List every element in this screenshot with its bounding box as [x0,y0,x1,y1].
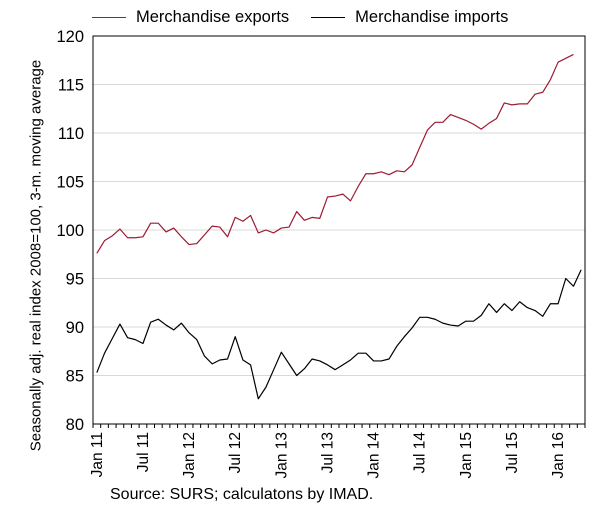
x-tick-label: Jan 12 [181,432,198,479]
x-tick-label: Jan 14 [366,432,383,479]
legend-swatch-exports [92,17,126,18]
legend-swatch-imports [311,17,346,18]
source-note: Source: SURS; calculatons by IMAD. [110,486,374,503]
x-tick-label: Jan 11 [89,432,106,477]
legend-item-imports: Merchandise imports [311,8,508,27]
y-tick-label: 115 [58,77,84,95]
legend-item-exports: Merchandise exports [92,8,289,27]
x-tick-label: Jul 11 [135,432,152,472]
y-tick-label: 95 [66,271,84,289]
x-tick-label: Jul 13 [319,432,336,473]
legend: Merchandise exports Merchandise imports [92,8,530,27]
legend-label-imports: Merchandise imports [355,8,509,26]
series-line-exports [96,53,574,254]
y-tick-label: 80 [66,416,84,434]
x-tick-label: Jul 12 [227,432,244,473]
x-tick-label: Jan 15 [458,432,475,479]
y-axis: 80 85 90 95 100 105 110 115 120 [56,28,84,434]
legend-label-exports: Merchandise exports [136,8,290,26]
x-tick-label: Jul 14 [412,432,429,474]
x-tick-label: Jul 15 [504,432,521,473]
y-tick-label: 120 [56,28,84,46]
y-tick-label: 110 [58,125,84,143]
series-lines [96,53,582,400]
y-tick-label: 90 [66,319,84,337]
y-tick-label: 85 [66,368,84,386]
x-tick-label: Jan 13 [273,432,290,479]
y-tick-label: 105 [56,174,84,192]
series-line-imports [96,269,582,400]
y-tick-label: 100 [56,222,84,240]
x-axis: Jan 11 Jul 11 Jan 12 Jul 12 Jan 13 Jul 13 Jan … [89,424,586,479]
y-axis-label: Seasonally adj. real index 2008=100, 3-m… [27,59,45,452]
x-tick-label: Jan 16 [550,432,567,479]
grid-lines [93,84,585,376]
